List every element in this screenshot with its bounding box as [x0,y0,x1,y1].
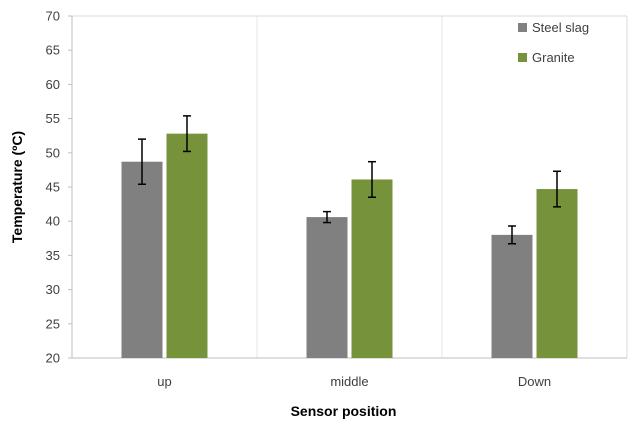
error-bar [138,138,146,186]
axis-layer [68,15,628,359]
legend-item: Granite [518,50,575,65]
legend: Steel slag Granite [518,20,589,65]
y-tick-label: 35 [46,248,60,263]
bar-steel-slag-middle [306,217,348,358]
bar-granite-up [166,133,208,358]
error-bar [553,170,561,208]
y-tick-label: 50 [46,145,60,160]
error-bar [183,115,191,153]
x-category-label: middle [330,374,368,389]
y-tick-label: 25 [46,316,60,331]
legend-swatch [518,23,527,32]
legend-swatch [518,53,527,62]
legend-label: Granite [532,50,575,65]
y-tick-label: 45 [46,180,60,195]
y-tick-label: 20 [46,351,60,366]
bar-steel-slag-up [121,161,163,358]
bars-layer [121,133,578,358]
error-bars-layer [138,115,561,245]
y-tick-label: 70 [46,9,60,24]
error-bar [368,160,376,199]
x-category-label: Down [518,374,551,389]
bar-steel-slag-down [491,234,533,358]
legend-item: Steel slag [518,20,589,35]
y-tick-label: 30 [46,282,60,297]
error-bar [323,210,331,224]
x-category-label: up [157,374,171,389]
bar-granite-middle [351,179,393,358]
y-tick-label: 65 [46,43,60,58]
labels-layer: 20 25 30 35 40 45 50 55 60 65 70 up middle Down Sensor… [9,9,551,420]
x-axis-title: Sensor position [291,403,397,419]
y-axis-title: Temperature (ºC) [9,131,25,243]
bar-granite-down [536,189,578,358]
y-tick-label: 55 [46,111,60,126]
error-bar [508,225,516,245]
y-tick-label: 60 [46,77,60,92]
y-tick-label: 40 [46,214,60,229]
legend-label: Steel slag [532,20,589,35]
grid-layer [256,16,443,358]
